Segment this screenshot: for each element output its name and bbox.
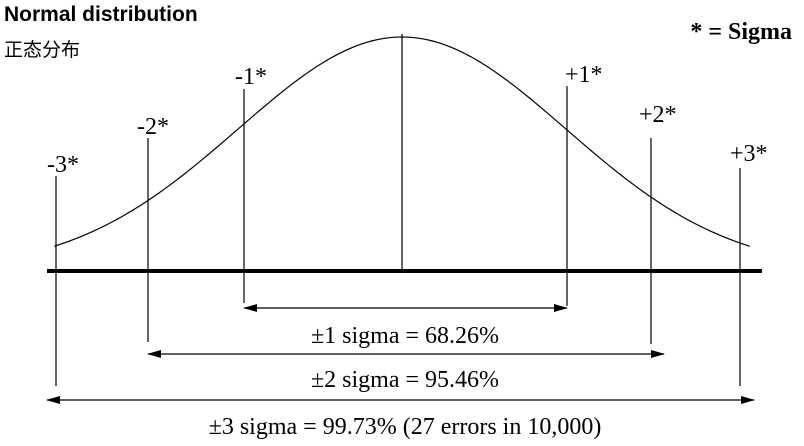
range-label-sigma3: ±3 sigma = 99.73% (27 errors in 10,000) (209, 414, 602, 440)
sigma-label-minus3: -3* (47, 152, 79, 178)
sigma-label-minus2: -2* (137, 114, 169, 140)
range-label-sigma2: ±2 sigma = 95.46% (311, 367, 499, 393)
sigma-label-minus1: -1* (235, 64, 267, 90)
sigma-label-plus2: +2* (639, 102, 677, 128)
sigma-label-plus1: +1* (565, 62, 603, 88)
diagram-subtitle: 正态分布 (4, 39, 81, 61)
range-label-sigma1: ±1 sigma = 68.26% (311, 323, 499, 349)
diagram-title: Normal distribution (4, 3, 198, 26)
sigma-legend: * = Sigma (690, 19, 792, 45)
sigma-label-plus3: +3* (730, 141, 768, 167)
